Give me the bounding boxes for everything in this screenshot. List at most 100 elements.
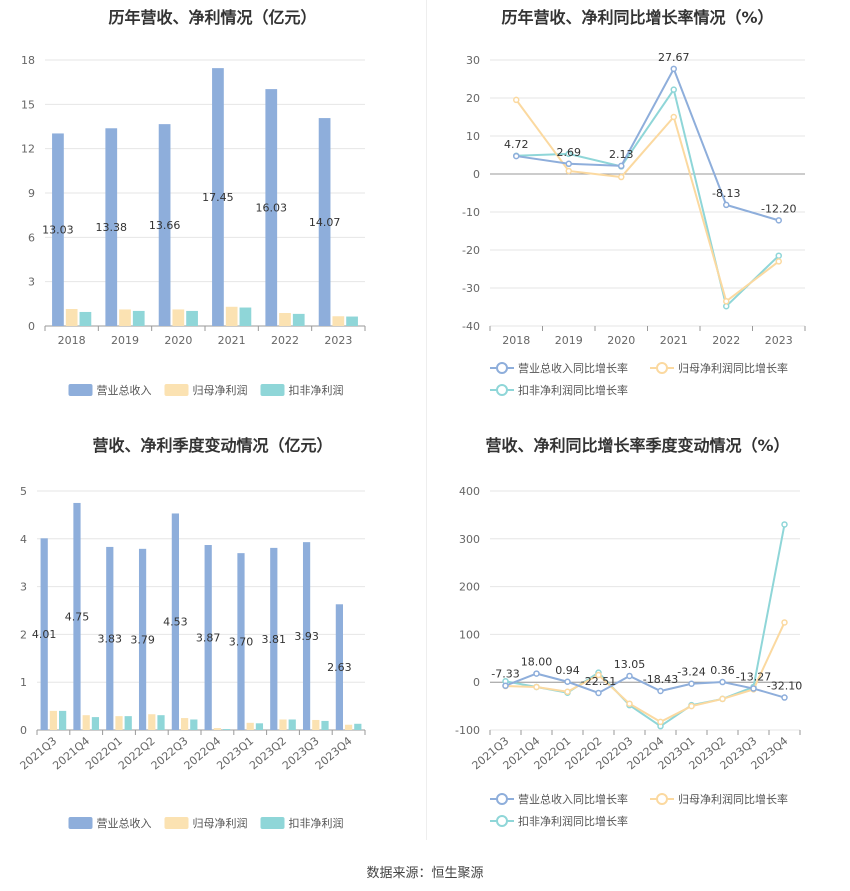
series-line: [516, 87, 780, 309]
data-point: [688, 702, 695, 710]
bar: [321, 720, 329, 730]
bar: [52, 133, 64, 326]
bar: [239, 307, 252, 326]
y-tick-label: -100: [455, 724, 480, 737]
data-label: 2.13: [609, 148, 634, 161]
chart-title: 历年营收、净利同比增长率情况（%）: [501, 8, 774, 27]
legend-marker: [656, 793, 668, 805]
bar: [180, 718, 189, 730]
data-label: 4.75: [65, 610, 90, 623]
series-line: [505, 524, 786, 728]
data-point: [781, 521, 788, 528]
data-point: [564, 678, 571, 686]
y-tick-label: -30: [462, 282, 480, 295]
bar: [40, 538, 48, 730]
legend-marker: [496, 793, 508, 805]
bar: [190, 719, 198, 730]
bar: [186, 310, 198, 326]
x-tick-label: 2022: [271, 334, 299, 347]
x-tick-label: 2020: [164, 334, 192, 347]
annual-revenue-profit-chart: 0 3 6 9 12 15 18 13.03 13.38 13.66 17.45 16.03 14.07…: [21, 54, 366, 397]
chart-title: 营收、净利季度变动情况（亿元）: [92, 436, 333, 455]
legend-label: 营业总收入: [97, 816, 152, 830]
y-tick-label: 0: [473, 168, 480, 181]
data-label: -3.24: [677, 666, 705, 679]
data-point: [533, 670, 540, 677]
data-point: [775, 217, 782, 224]
bar: [344, 724, 353, 730]
series-line: [515, 99, 780, 303]
bar: [302, 542, 311, 730]
data-label: 13.05: [614, 658, 646, 671]
x-tick-label: 2020: [607, 334, 635, 347]
bar: [279, 312, 291, 326]
series-line: [505, 622, 786, 724]
bar: [346, 316, 358, 326]
data-label: 3.93: [294, 630, 319, 643]
data-label: 4.72: [504, 138, 529, 151]
data-label: -22.51: [581, 675, 616, 688]
bar: [119, 309, 131, 326]
bar: [171, 513, 179, 730]
data-label: 13.66: [149, 219, 181, 232]
y-tick-label: 1: [20, 676, 27, 689]
x-tick-label: 2022: [712, 334, 740, 347]
series-line: [505, 672, 785, 699]
data-point: [564, 688, 571, 696]
y-tick-label: 0: [20, 724, 27, 737]
legend-label: 营业总收入同比增长率: [518, 792, 628, 806]
series-line: [516, 66, 780, 222]
data-source-note: 数据来源：恒生聚源: [366, 866, 484, 881]
bar: [79, 311, 92, 326]
data-point: [502, 682, 509, 689]
data-label: 3.83: [98, 632, 123, 645]
bar: [292, 313, 305, 326]
data-point: [513, 152, 520, 160]
bar: [172, 309, 185, 326]
data-label: -32.10: [767, 680, 802, 693]
y-tick-label: 2: [20, 628, 27, 641]
bar: [213, 728, 222, 730]
data-label: 17.45: [202, 191, 234, 204]
x-tick-label: 2019: [111, 334, 139, 347]
data-point: [688, 680, 695, 687]
data-point: [626, 700, 633, 707]
legend-swatch: [260, 817, 285, 829]
chart-title: 历年营收、净利情况（亿元）: [108, 8, 317, 27]
x-tick-label: 2018: [58, 334, 86, 347]
bar: [82, 715, 90, 730]
bar: [225, 306, 238, 326]
x-tick-label: 2021: [660, 334, 688, 347]
quarterly-growth-rate-panel: 营收、净利同比增长率季度变动情况（%） -100 0 100 200 300 400 -7.…: [425, 428, 850, 858]
bar: [212, 68, 224, 326]
data-point: [565, 160, 572, 168]
data-label: 3.81: [262, 633, 287, 646]
bar: [312, 719, 320, 730]
x-tick-label: 2021: [218, 334, 246, 347]
panel-divider: [426, 0, 427, 840]
y-tick-label: 20: [466, 92, 480, 105]
legend-swatch: [68, 384, 93, 396]
data-point: [626, 672, 633, 680]
data-point: [513, 96, 520, 104]
bar: [265, 89, 278, 327]
legend-swatch: [68, 817, 93, 829]
data-point: [533, 683, 540, 691]
bar: [255, 723, 264, 730]
y-tick-label: -40: [462, 320, 480, 333]
bar: [335, 604, 343, 730]
data-point: [657, 718, 664, 726]
legend-marker: [496, 384, 508, 396]
bar: [288, 719, 296, 730]
bar: [246, 722, 254, 730]
data-label: 0.36: [710, 664, 735, 677]
bar: [49, 710, 58, 730]
data-point: [723, 201, 730, 209]
data-label: 2.69: [557, 146, 582, 159]
legend-label: 扣非净利润: [289, 383, 344, 397]
legend-marker: [656, 362, 668, 374]
data-label: -8.13: [712, 187, 740, 200]
bar: [332, 316, 345, 326]
data-point: [781, 619, 788, 626]
